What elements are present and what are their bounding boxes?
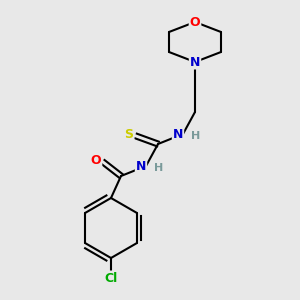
Text: N: N <box>136 160 146 172</box>
Text: H: H <box>154 163 163 173</box>
Text: O: O <box>190 16 200 28</box>
Text: H: H <box>191 131 200 141</box>
Text: N: N <box>190 56 200 68</box>
Text: O: O <box>91 154 101 167</box>
Text: S: S <box>124 128 134 142</box>
Text: Cl: Cl <box>104 272 118 284</box>
Text: N: N <box>173 128 183 140</box>
